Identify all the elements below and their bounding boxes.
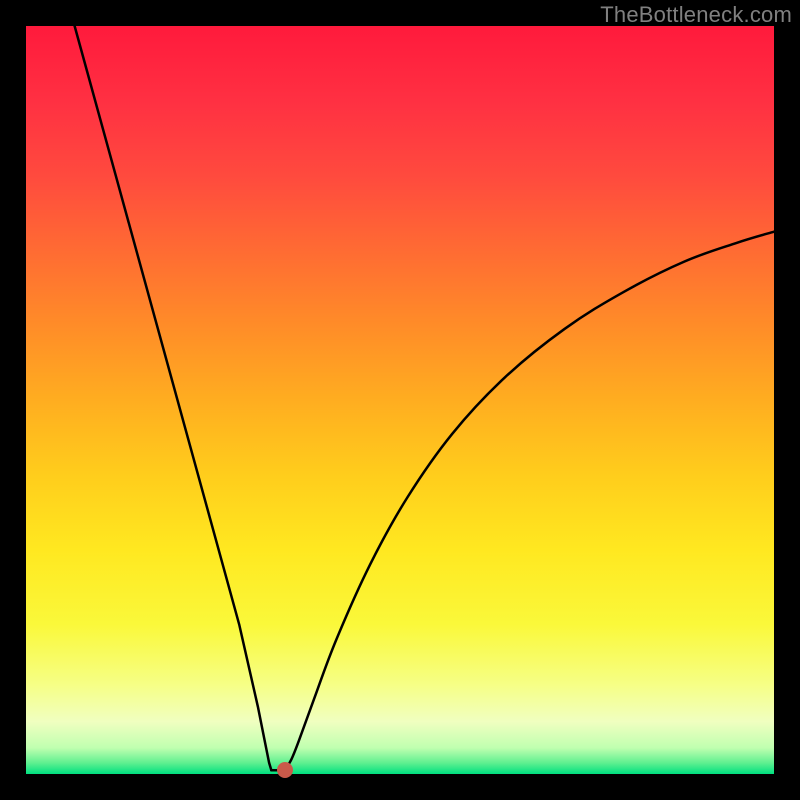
chart-figure: TheBottleneck.com	[0, 0, 800, 800]
bottleneck-curve	[0, 0, 800, 800]
watermark-label: TheBottleneck.com	[600, 2, 792, 28]
minimum-marker-dot	[277, 762, 293, 778]
